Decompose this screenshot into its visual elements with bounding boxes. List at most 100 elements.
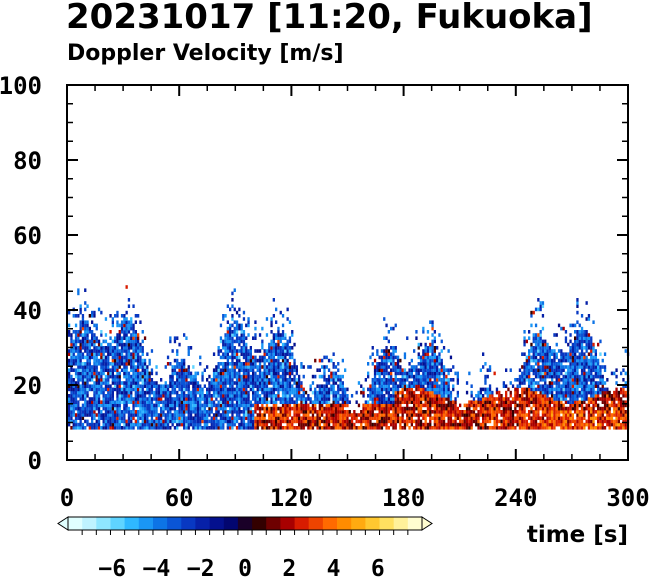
heatmap-cell — [279, 339, 282, 344]
heatmap-cell — [408, 419, 411, 424]
heatmap-cell — [81, 387, 85, 392]
heatmap-cell — [93, 339, 96, 344]
heatmap-cell — [284, 368, 287, 372]
heatmap-cell — [91, 339, 94, 344]
heatmap-cell — [486, 410, 489, 414]
heatmap-cell — [153, 426, 156, 430]
heatmap-cell — [286, 400, 289, 404]
heatmap-cell — [367, 394, 370, 398]
heatmap-cell — [84, 355, 87, 360]
heatmap-cell — [327, 368, 331, 372]
heatmap-cell — [70, 352, 73, 356]
heatmap-cell — [219, 422, 223, 427]
heatmap-cell — [224, 390, 227, 395]
heatmap-cell — [288, 394, 292, 398]
heatmap-cell — [97, 346, 101, 350]
heatmap-cell — [86, 384, 89, 388]
heatmap-cell — [433, 426, 436, 430]
heatmap-cell — [332, 403, 335, 408]
heatmap-cell — [132, 413, 135, 417]
heatmap-cell — [109, 352, 112, 356]
heatmap-cell — [229, 342, 232, 347]
heatmap-cell — [155, 422, 158, 427]
heatmap-cell — [252, 336, 255, 340]
heatmap-cell — [95, 406, 98, 411]
heatmap-cell — [146, 422, 149, 427]
heatmap-cell — [394, 365, 397, 369]
heatmap-cell — [107, 355, 110, 360]
heatmap-cell — [539, 384, 542, 388]
heatmap-cell — [109, 390, 112, 395]
heatmap-cell — [505, 406, 508, 411]
heatmap-cell — [169, 384, 172, 388]
heatmap-cell — [330, 371, 333, 376]
heatmap-cell — [84, 413, 87, 417]
heatmap-cell — [212, 403, 216, 408]
heatmap-cell — [242, 403, 246, 408]
heatmap-cell — [95, 323, 98, 328]
heatmap-cell — [91, 314, 94, 318]
heatmap-cell — [433, 346, 436, 350]
heatmap-cell — [385, 403, 388, 408]
heatmap-cell — [70, 397, 73, 401]
heatmap-cell — [79, 349, 82, 353]
heatmap-cell — [171, 384, 174, 388]
heatmap-cell — [286, 365, 289, 369]
heatmap-cell — [97, 378, 101, 382]
heatmap-cell — [139, 320, 142, 324]
heatmap-cell — [109, 349, 112, 353]
heatmap-cell — [132, 406, 135, 411]
heatmap-cell — [362, 419, 365, 424]
heatmap-cell — [102, 378, 105, 382]
heatmap-cell — [111, 416, 114, 420]
heatmap-cell — [560, 397, 563, 401]
heatmap-cell — [564, 400, 568, 404]
heatmap-cell — [364, 378, 367, 382]
heatmap-cell — [539, 355, 542, 360]
heatmap-cell — [383, 406, 386, 411]
heatmap-cell — [399, 378, 402, 382]
heatmap-cell — [385, 355, 388, 360]
heatmap-cell — [424, 413, 427, 417]
heatmap-cell — [100, 410, 103, 414]
heatmap-cell — [109, 346, 112, 350]
heatmap-cell — [146, 426, 149, 430]
heatmap-cell — [433, 394, 436, 398]
heatmap-cell — [201, 378, 204, 382]
heatmap-cell — [155, 419, 158, 424]
heatmap-cell — [272, 339, 275, 344]
heatmap-cell — [141, 426, 144, 430]
heatmap-cell — [293, 426, 296, 430]
heatmap-cell — [509, 426, 512, 430]
heatmap-cell — [81, 384, 85, 388]
heatmap-cell — [544, 358, 547, 363]
heatmap-cell — [130, 416, 133, 420]
heatmap-cell — [410, 390, 413, 395]
heatmap-cell — [449, 368, 453, 372]
heatmap-cell — [327, 390, 331, 395]
heatmap-cell — [176, 397, 179, 401]
heatmap-cell — [252, 362, 255, 366]
heatmap-cell — [583, 358, 586, 363]
heatmap-cell — [518, 378, 522, 382]
heatmap-cell — [419, 422, 423, 427]
heatmap-cell — [293, 374, 296, 379]
heatmap-cell — [390, 422, 393, 427]
heatmap-cell — [569, 426, 572, 430]
heatmap-cell — [235, 310, 239, 315]
heatmap-cell — [484, 403, 487, 408]
heatmap-cell — [500, 419, 503, 424]
heatmap-cell — [81, 374, 85, 379]
heatmap-cell — [564, 390, 568, 395]
heatmap-cell — [217, 400, 220, 404]
heatmap-cell — [410, 374, 413, 379]
heatmap-cell — [217, 384, 220, 388]
heatmap-cell — [127, 394, 131, 398]
heatmap-cell — [93, 397, 96, 401]
heatmap-cell — [72, 346, 75, 350]
heatmap-cell — [199, 355, 202, 360]
heatmap-cell — [169, 378, 172, 382]
heatmap-cell — [521, 374, 524, 379]
heatmap-cell — [286, 397, 289, 401]
heatmap-cell — [127, 336, 131, 340]
